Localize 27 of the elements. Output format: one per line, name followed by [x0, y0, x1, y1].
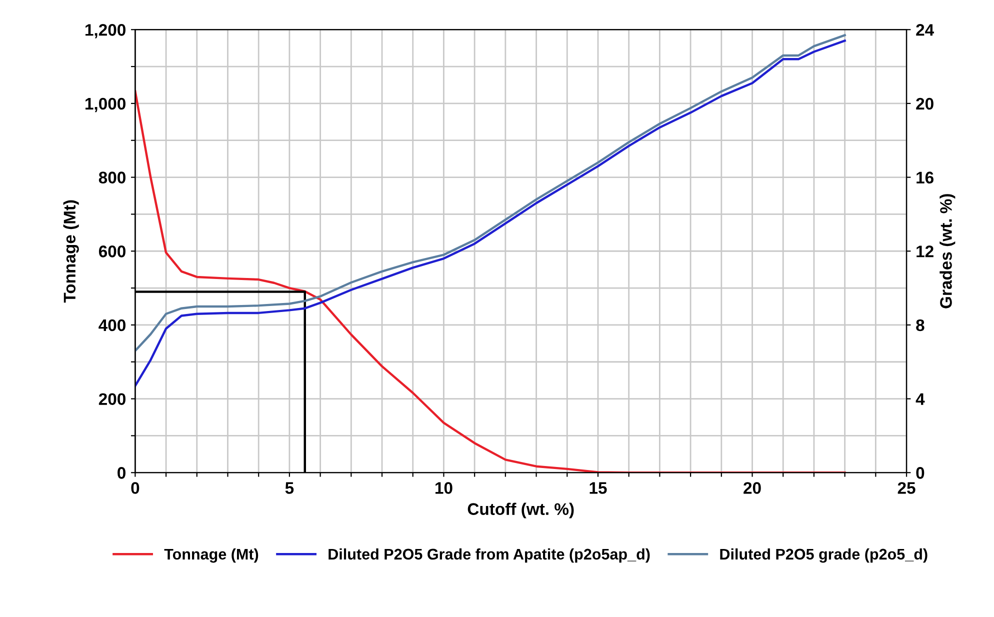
x-tick-label: 5: [285, 482, 294, 494]
y2-tick-label: 20: [916, 98, 934, 110]
y2-tick-label: 8: [916, 319, 924, 332]
y2-tick-label: 4: [916, 393, 925, 405]
y-tick-label: 1,000: [86, 98, 126, 112]
y2-tick-label: 0: [916, 467, 924, 479]
x-axis-title: Cutoff (wt. %): [468, 502, 574, 518]
y2-axis-title: Grades (wt. %): [940, 194, 956, 308]
x-tick-label: 15: [590, 482, 607, 494]
y-tick-label: 800: [98, 172, 126, 184]
y-tick-label: 200: [98, 393, 126, 405]
legend-label: Diluted P2O5 Grade from Apatite (p2o5ap_d): [328, 548, 650, 563]
y-tick-label: 400: [98, 319, 126, 332]
legend-label: Diluted P2O5 grade (p2o5_d): [720, 548, 928, 563]
y-tick-label: 1,200: [86, 24, 126, 38]
x-tick-label: 20: [744, 482, 761, 494]
y-axis-title: Tonnage (Mt): [63, 200, 79, 303]
x-tick-label: 25: [898, 482, 916, 494]
x-tick-label: 10: [436, 482, 452, 494]
y-tick-label: 0: [118, 467, 126, 479]
legend-label: Tonnage (Mt): [164, 548, 258, 563]
y-tick-label: 600: [98, 246, 126, 258]
line-series: [135, 90, 846, 473]
y2-tick-label: 12: [916, 246, 934, 258]
y2-tick-label: 16: [916, 172, 934, 184]
y2-tick-label: 24: [916, 24, 934, 36]
x-tick-label: 0: [131, 482, 140, 494]
